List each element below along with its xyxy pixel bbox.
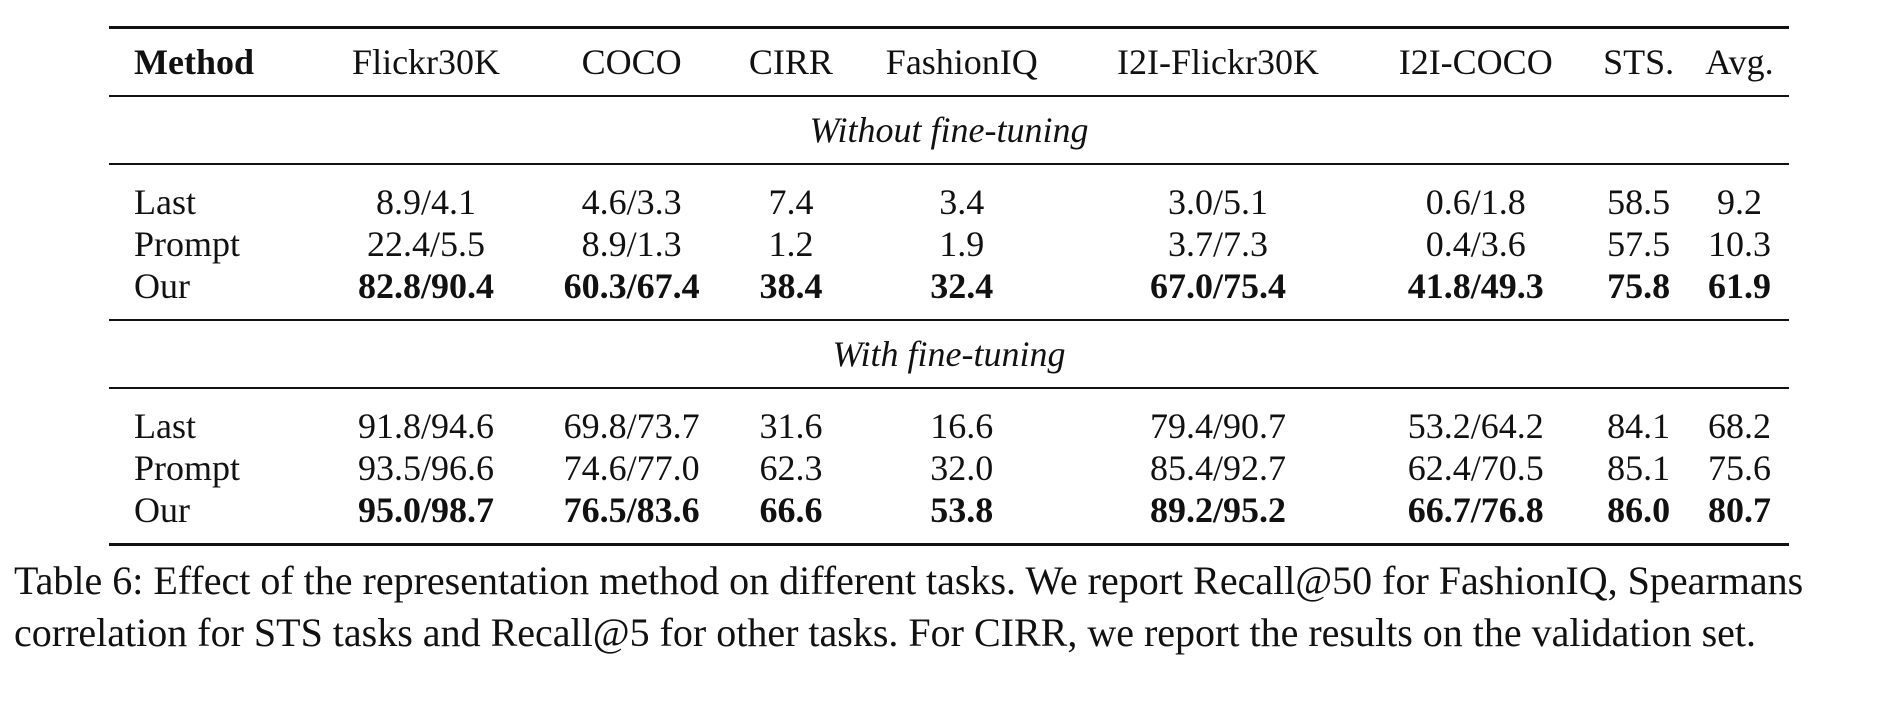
cell-avg: 68.2 (1708, 406, 1772, 446)
cell-avg: 10.3 (1708, 224, 1772, 264)
row-method: Last (134, 182, 196, 222)
section-without-fine-tuning: Without fine-tuning Last 8.9/4.1 4.6/3.3… (109, 96, 1789, 321)
cell-i2i-coco: 0.6/1.8 (1425, 182, 1526, 222)
cell-avg: 9.2 (1717, 182, 1763, 222)
table-row: Last 91.8/94.6 69.8/73.7 31.6 16.6 79.4/… (109, 388, 1789, 447)
table-header: Method Flickr30K COCO CIRR FashionIQ I2I… (109, 26, 1789, 97)
cell-flickr30k: 8.9/4.1 (376, 182, 477, 222)
cell-coco: 76.5/83.6 (533, 489, 731, 546)
cell-fashioniq: 3.4 (939, 182, 985, 222)
cell-sts: 84.1 (1607, 406, 1671, 446)
table-row: Our 95.0/98.7 76.5/83.6 66.6 53.8 89.2/9… (109, 489, 1789, 546)
cell-cirr: 31.6 (759, 406, 823, 446)
cell-i2i-coco: 66.7/76.8 (1364, 489, 1588, 546)
cell-cirr: 7.4 (768, 182, 814, 222)
cell-sts: 75.8 (1587, 265, 1691, 321)
section-title-row: With fine-tuning (109, 320, 1789, 389)
cell-avg: 75.6 (1708, 448, 1772, 488)
cell-cirr: 66.6 (730, 489, 852, 546)
column-header-i2i-flickr30k: I2I-Flickr30K (1071, 26, 1365, 97)
table-row: Prompt 22.4/5.5 8.9/1.3 1.2 1.9 3.7/7.3 … (109, 223, 1789, 265)
cell-coco: 4.6/3.3 (581, 182, 682, 222)
cell-sts: 85.1 (1607, 448, 1671, 488)
table-row: Last 8.9/4.1 4.6/3.3 7.4 3.4 3.0/5.1 0.6… (109, 164, 1789, 223)
cell-fashioniq: 1.9 (939, 224, 985, 264)
cell-fashioniq: 53.8 (851, 489, 1072, 546)
row-method: Prompt (134, 448, 241, 488)
cell-flickr30k: 22.4/5.5 (367, 224, 486, 264)
cell-fashioniq: 32.4 (851, 265, 1072, 321)
table-row: Prompt 93.5/96.6 74.6/77.0 62.3 32.0 85.… (109, 447, 1789, 489)
cell-flickr30k: 91.8/94.6 (358, 406, 495, 446)
cell-cirr: 38.4 (730, 265, 852, 321)
row-method: Last (134, 406, 196, 446)
column-header-flickr30k: Flickr30K (318, 26, 534, 97)
section-title-row: Without fine-tuning (109, 96, 1789, 165)
column-header-coco: COCO (533, 26, 731, 97)
cell-sts: 86.0 (1587, 489, 1691, 546)
cell-avg: 80.7 (1690, 489, 1789, 546)
cell-coco: 8.9/1.3 (581, 224, 682, 264)
cell-i2i-flickr30k: 85.4/92.7 (1150, 448, 1287, 488)
cell-i2i-flickr30k: 3.0/5.1 (1168, 182, 1269, 222)
results-table: Method Flickr30K COCO CIRR FashionIQ I2I… (109, 26, 1789, 546)
cell-i2i-flickr30k: 67.0/75.4 (1071, 265, 1365, 321)
column-header-cirr: CIRR (730, 26, 852, 97)
row-method: Our (109, 489, 319, 546)
section-title: Without fine-tuning (109, 96, 1789, 165)
cell-cirr: 62.3 (759, 448, 823, 488)
section-title: With fine-tuning (109, 320, 1789, 389)
row-method: Prompt (134, 224, 241, 264)
cell-i2i-coco: 41.8/49.3 (1364, 265, 1588, 321)
column-header-method: Method (109, 26, 319, 97)
cell-flickr30k: 93.5/96.6 (358, 448, 495, 488)
table-row: Our 82.8/90.4 60.3/67.4 38.4 32.4 67.0/7… (109, 265, 1789, 321)
cell-i2i-flickr30k: 3.7/7.3 (1168, 224, 1269, 264)
cell-i2i-coco: 53.2/64.2 (1407, 406, 1544, 446)
cell-i2i-coco: 62.4/70.5 (1407, 448, 1544, 488)
column-header-fashioniq: FashionIQ (851, 26, 1072, 97)
column-header-i2i-coco: I2I-COCO (1364, 26, 1588, 97)
cell-fashioniq: 16.6 (930, 406, 994, 446)
column-header-avg: Avg. (1690, 26, 1789, 97)
section-with-fine-tuning: With fine-tuning Last 91.8/94.6 69.8/73.… (109, 320, 1789, 546)
results-table-container: Method Flickr30K COCO CIRR FashionIQ I2I… (109, 26, 1789, 546)
cell-coco: 74.6/77.0 (563, 448, 700, 488)
cell-i2i-flickr30k: 89.2/95.2 (1071, 489, 1365, 546)
cell-i2i-flickr30k: 79.4/90.7 (1150, 406, 1287, 446)
cell-i2i-coco: 0.4/3.6 (1425, 224, 1526, 264)
header-row: Method Flickr30K COCO CIRR FashionIQ I2I… (109, 26, 1789, 97)
cell-fashioniq: 32.0 (930, 448, 994, 488)
row-method: Our (109, 265, 319, 321)
cell-cirr: 1.2 (768, 224, 814, 264)
cell-flickr30k: 82.8/90.4 (318, 265, 534, 321)
table-caption: Table 6: Effect of the representation me… (14, 558, 1804, 655)
cell-avg: 61.9 (1690, 265, 1789, 321)
cell-sts: 58.5 (1607, 182, 1671, 222)
cell-coco: 69.8/73.7 (563, 406, 700, 446)
cell-coco: 60.3/67.4 (533, 265, 731, 321)
cell-sts: 57.5 (1607, 224, 1671, 264)
cell-flickr30k: 95.0/98.7 (318, 489, 534, 546)
column-header-sts: STS. (1587, 26, 1691, 97)
